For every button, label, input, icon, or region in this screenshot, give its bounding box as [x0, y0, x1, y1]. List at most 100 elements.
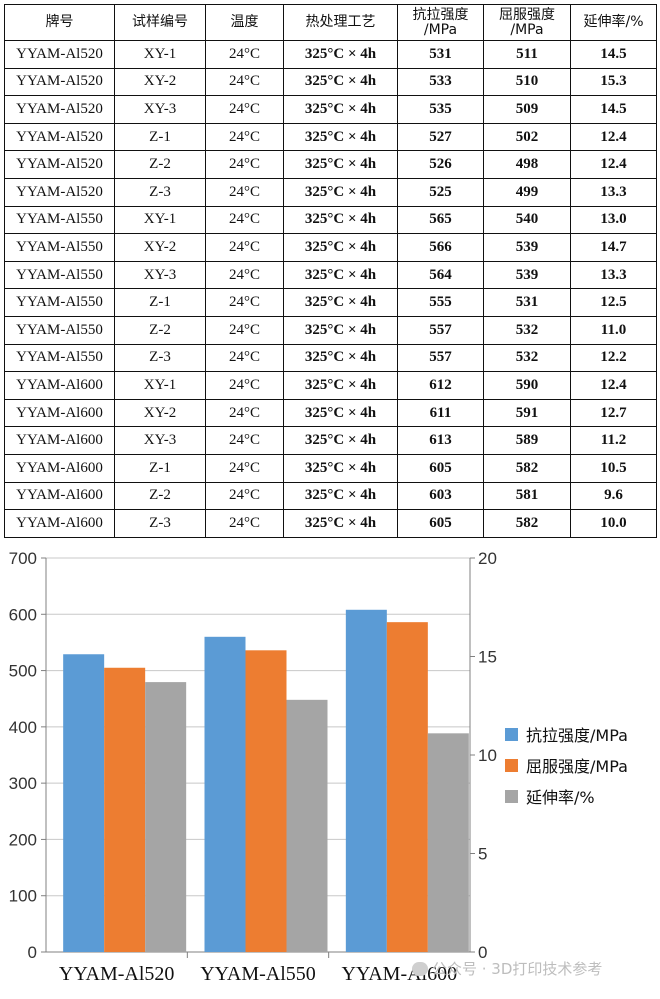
header-temperature: 温度	[205, 4, 284, 41]
cell-elongation: 14.5	[570, 40, 657, 69]
table-row: YYAM-Al600 XY-2 24°C 325°C × 4h 611 591 12.7	[4, 398, 657, 428]
cell-yield-strength: 511	[483, 40, 571, 69]
watermark-text: 公众号 · 3D打印技术参考	[432, 960, 603, 978]
x-tick-label: YYAM-Al550	[200, 963, 316, 985]
cell-specimen-id: XY-3	[114, 95, 206, 124]
cell-temperature: 24°C	[205, 40, 284, 69]
cell-grade: YYAM-Al600	[4, 453, 115, 483]
cell-heat-treatment: 325°C × 4h	[283, 453, 398, 483]
cell-elongation: 12.4	[570, 371, 657, 400]
cell-elongation: 12.5	[570, 288, 657, 317]
cell-tensile-strength: 535	[397, 95, 484, 124]
table-row: YYAM-Al600 XY-1 24°C 325°C × 4h 612 590 12.4	[4, 371, 657, 400]
cell-yield-strength: 582	[483, 509, 571, 538]
cell-temperature: 24°C	[205, 122, 284, 152]
cell-specimen-id: Z-2	[114, 150, 206, 179]
cell-temperature: 24°C	[205, 177, 284, 207]
header-tensile-strength-label: 抗拉强度 /MPa	[412, 6, 469, 38]
cell-tensile-strength: 612	[397, 371, 484, 400]
cell-elongation: 11.0	[570, 315, 657, 345]
tensile-data-table: 牌号 试样编号 温度 热处理工艺 抗拉强度 /MPa 屈服强度 /MPa 延伸率…	[4, 4, 657, 538]
cell-yield-strength: 510	[483, 67, 571, 97]
wechat-icon	[412, 962, 428, 976]
legend-swatch	[505, 790, 518, 803]
table-row: YYAM-Al550 Z-3 24°C 325°C × 4h 557 532 12.2	[4, 343, 657, 373]
y-tick-label: 500	[9, 662, 37, 681]
cell-tensile-strength: 613	[397, 426, 484, 455]
cell-tensile-strength: 533	[397, 67, 484, 97]
cell-elongation: 12.4	[570, 150, 657, 179]
cell-heat-treatment: 325°C × 4h	[283, 95, 398, 124]
cell-heat-treatment: 325°C × 4h	[283, 343, 398, 373]
cell-grade: YYAM-Al520	[4, 67, 115, 97]
cell-specimen-id: XY-3	[114, 260, 206, 290]
header-specimen-id: 试样编号	[114, 4, 206, 41]
y-tick-label: 700	[9, 549, 37, 568]
y-tick-label: 300	[9, 774, 37, 793]
cell-grade: YYAM-Al520	[4, 177, 115, 207]
table-row: YYAM-Al550 Z-1 24°C 325°C × 4h 555 531 12.5	[4, 288, 657, 317]
cell-specimen-id: Z-2	[114, 315, 206, 345]
cell-heat-treatment: 325°C × 4h	[283, 426, 398, 455]
cell-elongation: 9.6	[570, 481, 657, 511]
cell-heat-treatment: 325°C × 4h	[283, 40, 398, 69]
cell-specimen-id: XY-1	[114, 371, 206, 400]
cell-tensile-strength: 564	[397, 260, 484, 290]
cell-temperature: 24°C	[205, 260, 284, 290]
cell-specimen-id: Z-1	[114, 453, 206, 483]
cell-grade: YYAM-Al600	[4, 509, 115, 538]
cell-temperature: 24°C	[205, 315, 284, 345]
cell-specimen-id: XY-2	[114, 398, 206, 428]
cell-yield-strength: 499	[483, 177, 571, 207]
cell-grade: YYAM-Al550	[4, 315, 115, 345]
yield-strength-bar	[386, 622, 428, 952]
cell-tensile-strength: 565	[397, 205, 484, 235]
table-row: YYAM-Al550 XY-2 24°C 325°C × 4h 566 539 14.7	[4, 233, 657, 262]
cell-specimen-id: Z-3	[114, 343, 206, 373]
table-row: YYAM-Al600 Z-1 24°C 325°C × 4h 605 582 10.5	[4, 453, 657, 483]
table-row: YYAM-Al550 XY-1 24°C 325°C × 4h 565 540 13.0	[4, 205, 657, 235]
cell-yield-strength: 581	[483, 481, 571, 511]
cell-grade: YYAM-Al520	[4, 150, 115, 179]
cell-tensile-strength: 531	[397, 40, 484, 69]
cell-elongation: 13.3	[570, 260, 657, 290]
cell-elongation: 15.3	[570, 67, 657, 97]
table-row: YYAM-Al550 XY-3 24°C 325°C × 4h 564 539 13.3	[4, 260, 657, 290]
cell-specimen-id: XY-2	[114, 67, 206, 97]
cell-grade: YYAM-Al520	[4, 95, 115, 124]
table-row: YYAM-Al520 Z-1 24°C 325°C × 4h 527 502 12.4	[4, 122, 657, 152]
y2-tick-label: 15	[478, 648, 497, 667]
cell-heat-treatment: 325°C × 4h	[283, 122, 398, 152]
cell-specimen-id: Z-1	[114, 122, 206, 152]
cell-yield-strength: 532	[483, 315, 571, 345]
legend-swatch	[505, 728, 518, 741]
cell-heat-treatment: 325°C × 4h	[283, 509, 398, 538]
cell-specimen-id: Z-1	[114, 288, 206, 317]
cell-yield-strength: 590	[483, 371, 571, 400]
header-yield-strength: 屈服强度 /MPa	[483, 4, 571, 41]
cell-heat-treatment: 325°C × 4h	[283, 177, 398, 207]
cell-elongation: 11.2	[570, 426, 657, 455]
cell-grade: YYAM-Al550	[4, 205, 115, 235]
table-row: YYAM-Al600 XY-3 24°C 325°C × 4h 613 589 11.2	[4, 426, 657, 455]
table-row: YYAM-Al550 Z-2 24°C 325°C × 4h 557 532 11.0	[4, 315, 657, 345]
cell-temperature: 24°C	[205, 509, 284, 538]
cell-heat-treatment: 325°C × 4h	[283, 398, 398, 428]
cell-tensile-strength: 525	[397, 177, 484, 207]
cell-tensile-strength: 611	[397, 398, 484, 428]
cell-specimen-id: Z-3	[114, 177, 206, 207]
cell-grade: YYAM-Al550	[4, 260, 115, 290]
tensile-strength-bar	[204, 636, 246, 952]
cell-temperature: 24°C	[205, 95, 284, 124]
table-row: YYAM-Al520 XY-1 24°C 325°C × 4h 531 511 14.5	[4, 40, 657, 69]
cell-elongation: 13.3	[570, 177, 657, 207]
y-tick-label: 600	[9, 605, 37, 624]
cell-heat-treatment: 325°C × 4h	[283, 233, 398, 262]
table-row: YYAM-Al520 XY-3 24°C 325°C × 4h 535 509 14.5	[4, 95, 657, 124]
table-row: YYAM-Al520 Z-2 24°C 325°C × 4h 526 498 12.4	[4, 150, 657, 179]
cell-tensile-strength: 605	[397, 509, 484, 538]
cell-tensile-strength: 557	[397, 343, 484, 373]
cell-temperature: 24°C	[205, 453, 284, 483]
yield-strength-bar	[245, 650, 287, 952]
cell-grade: YYAM-Al550	[4, 288, 115, 317]
